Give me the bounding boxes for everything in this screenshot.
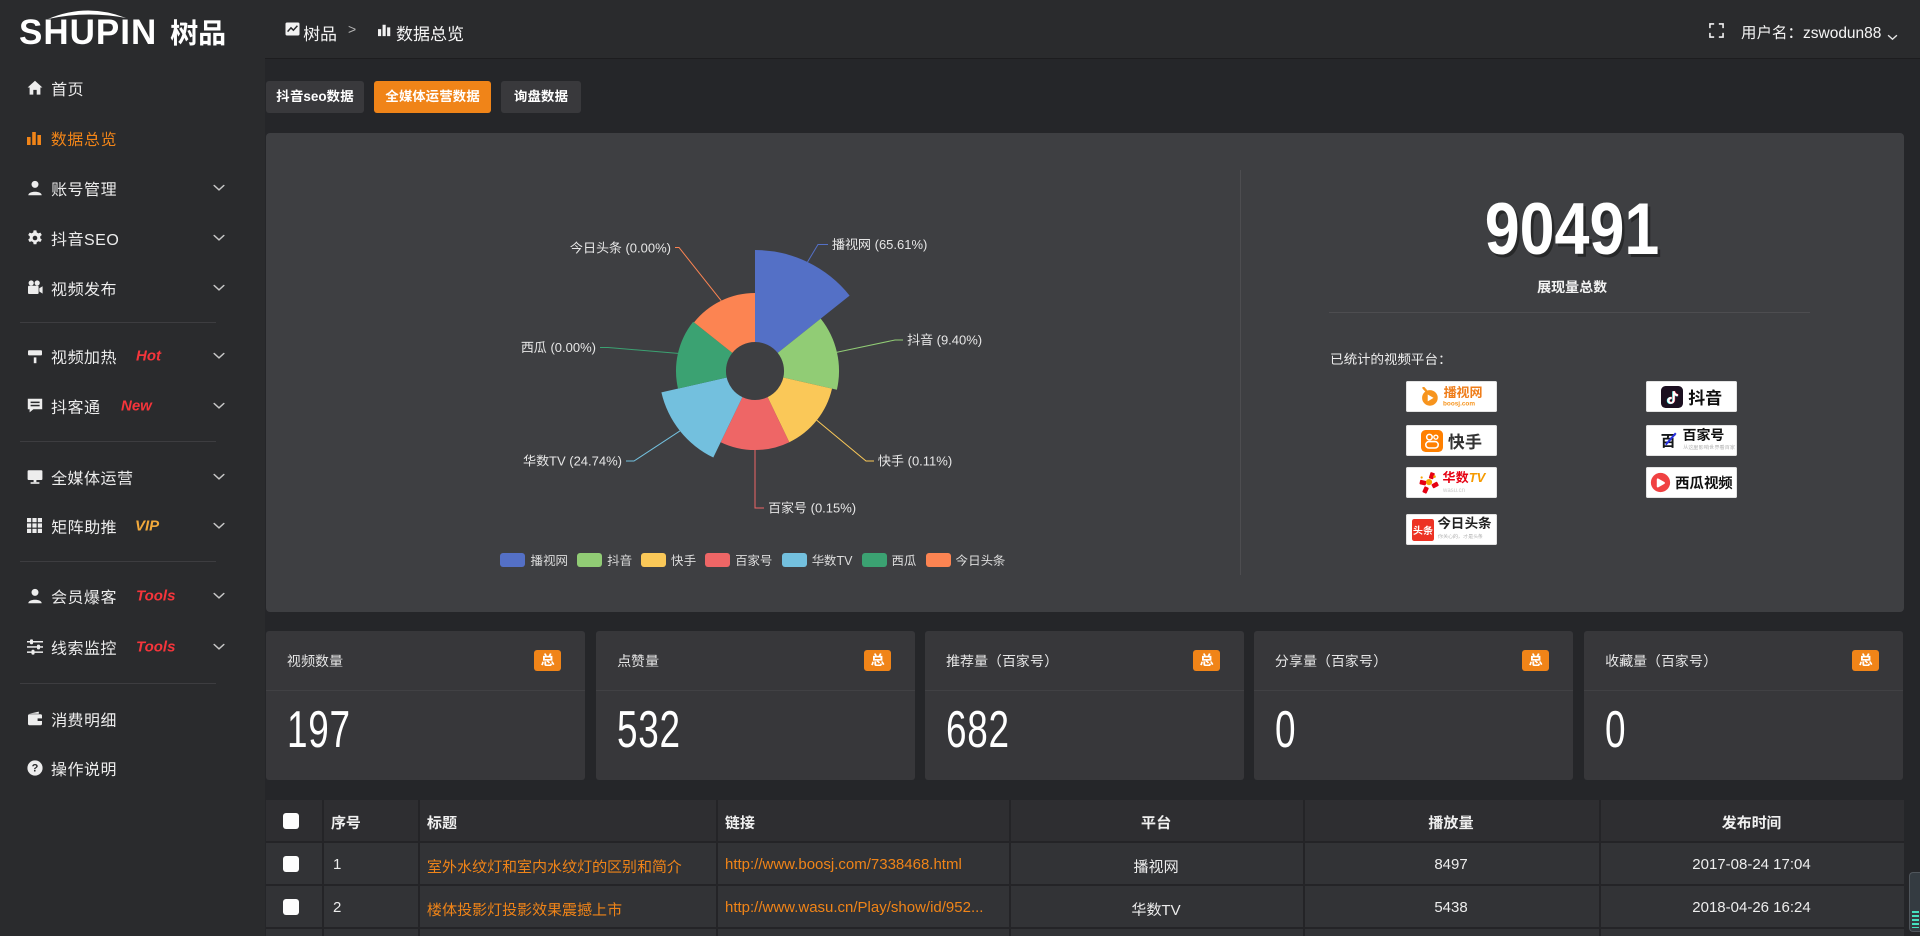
svg-text:今日头条 (0.00%): 今日头条 (0.00%) <box>570 241 671 256</box>
svg-text:抖音 (9.40%): 抖音 (9.40%) <box>907 333 982 348</box>
svg-text:华数TV (24.74%): 华数TV (24.74%) <box>523 454 622 469</box>
svg-text:播视网 (65.61%): 播视网 (65.61%) <box>832 237 927 252</box>
svg-text:快手 (0.11%): 快手 (0.11%) <box>878 454 952 469</box>
svg-text:西瓜 (0.00%): 西瓜 (0.00%) <box>521 340 596 355</box>
svg-text:?: ? <box>32 763 39 775</box>
svg-text:头条: 头条 <box>1412 522 1433 537</box>
svg-text:百家号 (0.15%): 百家号 (0.15%) <box>768 501 856 516</box>
